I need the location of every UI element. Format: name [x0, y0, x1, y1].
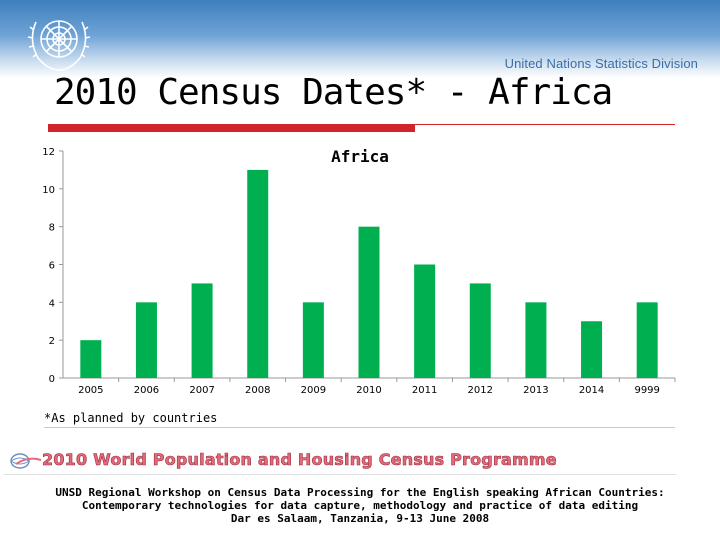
- bar-2011: [414, 264, 436, 378]
- x-tick-label: 9999: [634, 385, 659, 396]
- bar-2007: [191, 283, 213, 378]
- x-tick-label: 2009: [301, 385, 326, 396]
- footer-credits: UNSD Regional Workshop on Census Data Pr…: [0, 486, 720, 525]
- x-tick-label: 2013: [523, 385, 548, 396]
- x-tick-label: 2005: [78, 385, 103, 396]
- programme-banner: 2010 World Population and Housing Census…: [4, 450, 676, 475]
- bar-2013: [525, 302, 547, 378]
- y-tick-label: 2: [49, 336, 55, 347]
- footnote: *As planned by countries: [44, 411, 218, 425]
- chart-title: Africa: [331, 147, 389, 166]
- bar-2005: [80, 340, 102, 378]
- footer-line-3: Dar es Salaam, Tanzania, 9-13 June 2008: [230, 512, 490, 525]
- bar-2009: [302, 302, 324, 378]
- page-title: 2010 Census Dates* - Africa: [54, 72, 613, 113]
- bar-2010: [358, 226, 380, 378]
- y-tick-label: 8: [49, 223, 55, 234]
- x-tick-label: 2011: [412, 385, 437, 396]
- banner-title: 2010 World Population and Housing Census…: [42, 450, 557, 470]
- y-tick-label: 12: [42, 147, 55, 158]
- org-label: United Nations Statistics Division: [504, 56, 698, 71]
- bar-2006: [135, 302, 157, 378]
- y-tick-label: 0: [49, 374, 55, 385]
- footnote-divider: [44, 427, 675, 428]
- x-tick-label: 2008: [245, 385, 270, 396]
- globe-swoosh-icon: [10, 453, 42, 469]
- bar-9999: [636, 302, 658, 378]
- footer-line-1: UNSD Regional Workshop on Census Data Pr…: [55, 486, 665, 499]
- bar-2008: [247, 169, 269, 378]
- un-emblem-icon: [27, 20, 91, 71]
- x-tick-label: 2012: [468, 385, 493, 396]
- chart-area: 0 2 4 6 8 10 12 Africa 2005 2006 2007 2008 2009 2010 2…: [0, 138, 720, 408]
- bar-chart: 0 2 4 6 8 10 12 Africa 2005 2006 2007 2008 2009 2010 2…: [42, 147, 676, 396]
- y-tick-label: 4: [49, 298, 55, 309]
- title-divider: [415, 124, 675, 125]
- bar-2012: [469, 283, 491, 378]
- title-accent-bar: [48, 124, 415, 132]
- x-tick-label: 2007: [189, 385, 214, 396]
- footer-line-2: Contemporary technologies for data captu…: [81, 499, 639, 512]
- x-tick-label: 2006: [134, 385, 159, 396]
- bar-2014: [581, 321, 603, 378]
- y-tick-label: 6: [49, 261, 55, 272]
- x-tick-label: 2014: [579, 385, 604, 396]
- header-band: [0, 0, 720, 78]
- x-tick-label: 2010: [356, 385, 381, 396]
- y-tick-label: 10: [42, 185, 55, 196]
